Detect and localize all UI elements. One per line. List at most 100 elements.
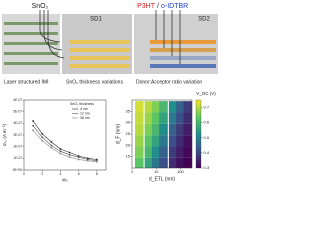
heat-cell — [183, 112, 192, 124]
point — [59, 150, 62, 153]
point — [59, 148, 62, 150]
x-tick-label: 0 — [23, 172, 25, 176]
heat-cell — [159, 101, 168, 113]
heat-cell — [183, 146, 192, 158]
heat-cell — [176, 146, 185, 158]
point — [32, 129, 35, 132]
label: SnO₂ — [32, 3, 49, 10]
y-tick-label: 2E-07 — [13, 145, 22, 149]
legend-label: 36 nm — [80, 116, 90, 120]
heat-cell — [151, 123, 161, 136]
nozzles — [39, 10, 181, 64]
stripes — [150, 40, 216, 68]
legend-label: 12 nm — [80, 111, 90, 115]
point — [41, 136, 44, 139]
point — [59, 152, 62, 155]
heat-cell — [176, 101, 185, 113]
point — [50, 144, 53, 147]
point — [50, 141, 53, 143]
series-line — [32, 125, 97, 161]
y-tick-label: 3E-07 — [13, 133, 22, 137]
schematic: SnO₂ SD1 P3HT / o-IDTBR SD2 Laser struct… — [2, 3, 218, 85]
heat-cell — [151, 101, 161, 113]
x-tick-label: 1 — [131, 169, 134, 174]
heat-cell — [135, 101, 144, 113]
y-tick-label: 35 — [126, 108, 131, 113]
caption: Laser structured IMI — [4, 79, 48, 85]
heat-cell — [183, 123, 192, 136]
y-tick-label: 25 — [126, 131, 131, 136]
stripes — [70, 40, 130, 68]
heat-cell — [144, 123, 154, 136]
legend-label: 4 nm — [80, 107, 88, 111]
heat-cell — [168, 157, 178, 168]
label: / — [157, 3, 159, 10]
heat-cell — [176, 123, 185, 136]
point — [32, 124, 35, 127]
heat-cell — [135, 112, 144, 124]
y-tick-label: 6E-07 — [13, 98, 22, 102]
heat-cell — [168, 135, 178, 147]
y-tick-label: 20 — [126, 142, 131, 147]
series-line — [32, 120, 97, 160]
colorbar-tick-label: 0.7 — [204, 105, 210, 110]
caption: SnO₂ thickness variations — [66, 79, 123, 85]
plot-frame — [23, 99, 107, 171]
y-tick-label: 1E-07 — [13, 156, 22, 160]
colorbar-tick-label: 0.3 — [204, 165, 210, 170]
point — [68, 151, 71, 154]
series-line — [32, 130, 97, 163]
heat-cell — [151, 157, 161, 168]
x-tick-label: 10 — [154, 169, 159, 174]
heat-cell — [159, 157, 168, 168]
point — [95, 160, 98, 163]
heat-cell — [168, 146, 178, 158]
y-axis-label: σₛ꜀ (A m⁻²) — [2, 124, 7, 146]
y-tick-label: 0E+00 — [13, 168, 23, 172]
stripes — [4, 22, 58, 65]
heat-cell — [159, 135, 168, 147]
heat-cell — [159, 146, 168, 158]
heat-cell — [144, 112, 154, 124]
x-tick-label: 2 — [41, 172, 43, 176]
heat-cell — [144, 135, 154, 147]
heat-cell — [135, 135, 144, 147]
point — [68, 153, 71, 156]
x-tick-label: 6 — [78, 172, 80, 176]
figure: SnO₂ SD1 P3HT / o-IDTBR SD2 Laser struct… — [2, 3, 218, 183]
label: o-IDTBR — [161, 3, 188, 10]
point — [77, 158, 80, 161]
heat-cell — [135, 123, 144, 136]
heat-cell — [151, 112, 161, 124]
heat-cell — [168, 101, 178, 113]
heat-cell — [176, 112, 185, 124]
legend-title: SnO₂ thickness — [70, 102, 94, 106]
point — [50, 146, 53, 149]
point — [77, 156, 80, 159]
colorbar-title: V_OC (V) — [196, 91, 216, 96]
heat-cell — [176, 135, 185, 147]
heat-cell — [151, 135, 161, 147]
y-tick-label: 30 — [126, 120, 131, 125]
heat-cell — [183, 101, 192, 113]
colorbar — [195, 99, 202, 169]
heat-cell — [135, 146, 144, 158]
label: SD1 — [90, 17, 102, 23]
heat-cell — [151, 146, 161, 158]
heat-cell — [183, 135, 192, 147]
label: SD2 — [198, 17, 210, 23]
heat-cell — [135, 157, 144, 168]
colorbar-tick-label: 0.5 — [204, 135, 210, 140]
y-axis-label: d_F (nm) — [115, 124, 121, 145]
label: P3HT — [137, 3, 156, 10]
y-tick-label: 4E-07 — [13, 121, 22, 125]
point — [32, 120, 35, 122]
x-tick-label: 8 — [96, 172, 98, 176]
x-axis-label: wₛ — [62, 177, 68, 183]
heat-cell — [168, 112, 178, 124]
x-tick-label: 4 — [59, 172, 61, 176]
caption: Donor:Acceptor ratio variation — [136, 79, 202, 85]
y-tick-label: 15 — [126, 154, 131, 159]
heat-cell — [183, 157, 192, 168]
x-tick-label: 100 — [177, 169, 184, 174]
